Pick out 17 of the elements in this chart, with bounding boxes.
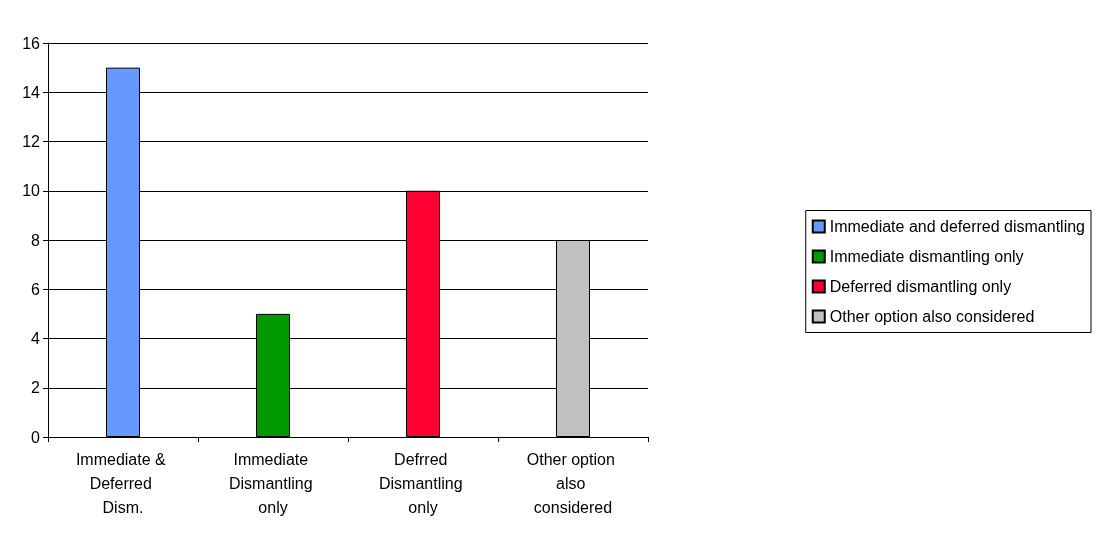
y-tick-label: 0	[31, 428, 41, 446]
y-tick-label: 16	[22, 34, 41, 52]
y-tick-label: 2	[31, 379, 41, 397]
y-tick-label: 8	[31, 231, 41, 249]
legend-label: Deferred dismantling only	[829, 278, 1012, 295]
legend-label: Immediate dismantling only	[829, 248, 1024, 265]
y-tick-label: 4	[31, 330, 41, 347]
x-tick-label: Other option also considered	[526, 450, 620, 516]
x-tick-label: Immediate Dismantling only	[228, 450, 318, 516]
legend-label: Immediate and deferred dismantling	[829, 218, 1085, 235]
x-tick-label: Defrred Dismantling only	[378, 450, 468, 516]
x-tick-label: Immediate & Deferred Dism.	[75, 450, 171, 516]
y-tick-label: 6	[31, 280, 41, 298]
y-tick-label: 14	[22, 83, 41, 101]
y-tick-label: 12	[22, 133, 41, 150]
y-tick-label: 10	[22, 182, 41, 200]
legend-label: Other option also considered	[829, 308, 1035, 325]
